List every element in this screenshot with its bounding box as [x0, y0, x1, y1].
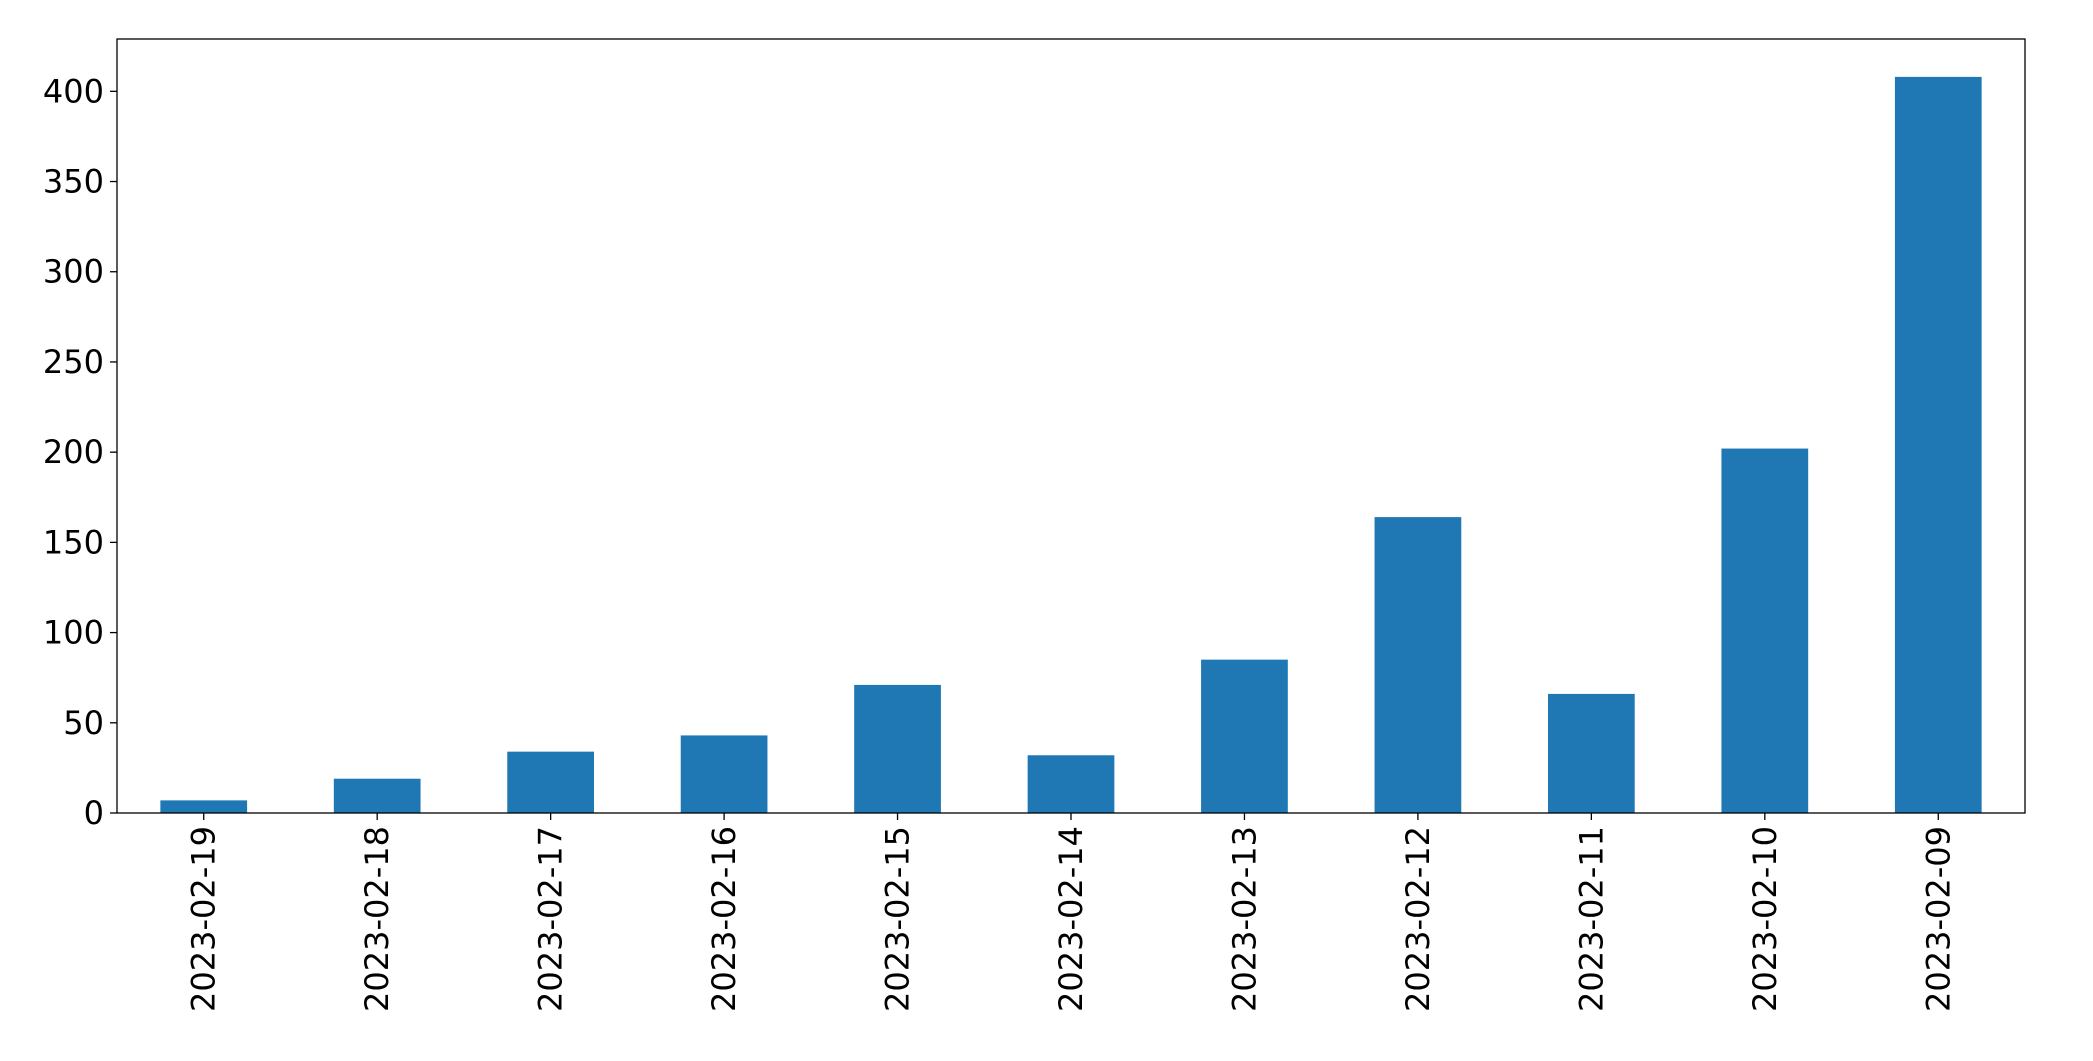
y-tick-label: 250: [43, 343, 104, 381]
bar-2023-02-11: [1548, 693, 1635, 813]
y-tick-label: 400: [43, 72, 104, 110]
y-tick-label: 150: [43, 523, 104, 561]
x-tick-label: 2023-02-18: [358, 826, 396, 1012]
bar-2023-02-09: [1894, 76, 1982, 813]
x-tick-label: 2023-02-11: [1572, 826, 1610, 1012]
plot-frame: [116, 38, 2026, 814]
y-tick-label: 300: [43, 253, 104, 291]
bar-2023-02-19: [160, 800, 248, 813]
x-tick-label: 2023-02-09: [1919, 826, 1957, 1012]
bar-2023-02-10: [1721, 448, 1809, 813]
bars-group: [160, 76, 1982, 813]
x-tick-label: 2023-02-14: [1052, 826, 1090, 1012]
x-tick-label: 2023-02-17: [532, 826, 570, 1012]
y-tick-label: 0: [84, 794, 104, 832]
bar-2023-02-18: [333, 778, 421, 813]
x-tick-label: 2023-02-13: [1225, 826, 1263, 1012]
x-tick-label: 2023-02-16: [705, 826, 743, 1012]
x-tick-label: 2023-02-15: [879, 826, 917, 1012]
bar-2023-02-14: [1027, 755, 1115, 813]
y-tick-label: 100: [43, 614, 104, 652]
x-tick-label: 2023-02-10: [1746, 826, 1784, 1012]
x-axis: 2023-02-19 2023-02-18 2023-02-17 2023-02-16…: [185, 813, 1957, 1012]
bar-2023-02-17: [507, 751, 594, 813]
x-tick-label: 2023-02-12: [1399, 826, 1437, 1012]
y-axis: 0 50 100 150 200 250 300 350 400: [43, 72, 117, 832]
x-tick-label: 2023-02-19: [185, 826, 223, 1012]
bar-2023-02-13: [1201, 659, 1288, 813]
y-tick-label: 200: [43, 433, 104, 471]
y-tick-label: 350: [43, 163, 104, 201]
bar-2023-02-16: [680, 735, 768, 813]
bar-2023-02-12: [1374, 517, 1462, 813]
y-tick-label: 50: [63, 704, 104, 742]
bar-2023-02-15: [854, 684, 941, 813]
